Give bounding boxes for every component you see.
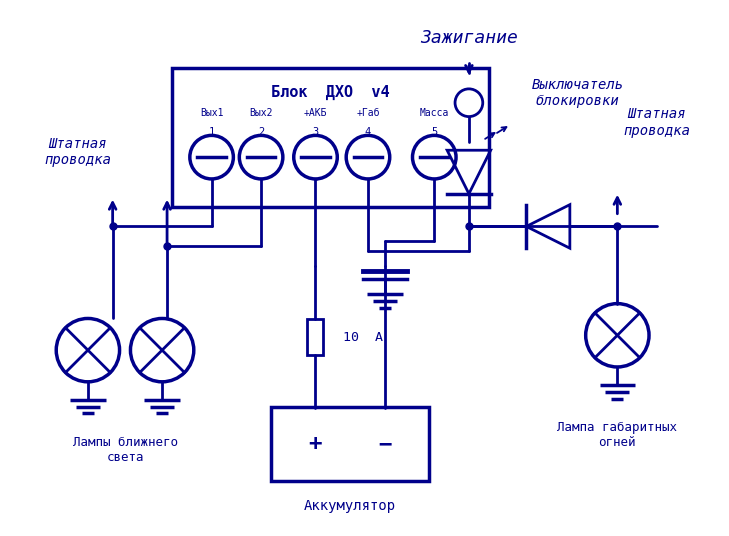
Text: 10  А: 10 А: [343, 331, 383, 344]
Text: Масса: Масса: [420, 108, 449, 117]
Bar: [308, 319, 323, 355]
Bar: [172, 68, 488, 207]
Text: Аккумулятор: Аккумулятор: [304, 498, 397, 512]
Text: Лампы ближнего
света: Лампы ближнего света: [72, 436, 177, 464]
Text: Лампа габаритных
огней: Лампа габаритных огней: [558, 421, 677, 449]
Text: Штатная
проводка: Штатная проводка: [44, 137, 112, 167]
Text: +: +: [308, 434, 322, 454]
Text: Вых2: Вых2: [249, 108, 273, 117]
Text: Вых1: Вых1: [200, 108, 223, 117]
Text: 2: 2: [258, 128, 264, 137]
Text: −: −: [378, 434, 391, 454]
Text: +АКБ: +АКБ: [304, 108, 327, 117]
Bar: [271, 406, 429, 481]
Text: 4: 4: [364, 128, 371, 137]
Text: Выключатель
блокировки: Выключатель блокировки: [531, 78, 624, 108]
Text: +Габ: +Габ: [356, 108, 380, 117]
Text: Блок  ДХО  v4: Блок ДХО v4: [271, 85, 390, 100]
Text: 1: 1: [208, 128, 215, 137]
Text: 3: 3: [313, 128, 319, 137]
Text: 5: 5: [431, 128, 437, 137]
Text: Зажигание: Зажигание: [420, 28, 518, 47]
Text: Штатная
проводка: Штатная проводка: [623, 107, 690, 138]
